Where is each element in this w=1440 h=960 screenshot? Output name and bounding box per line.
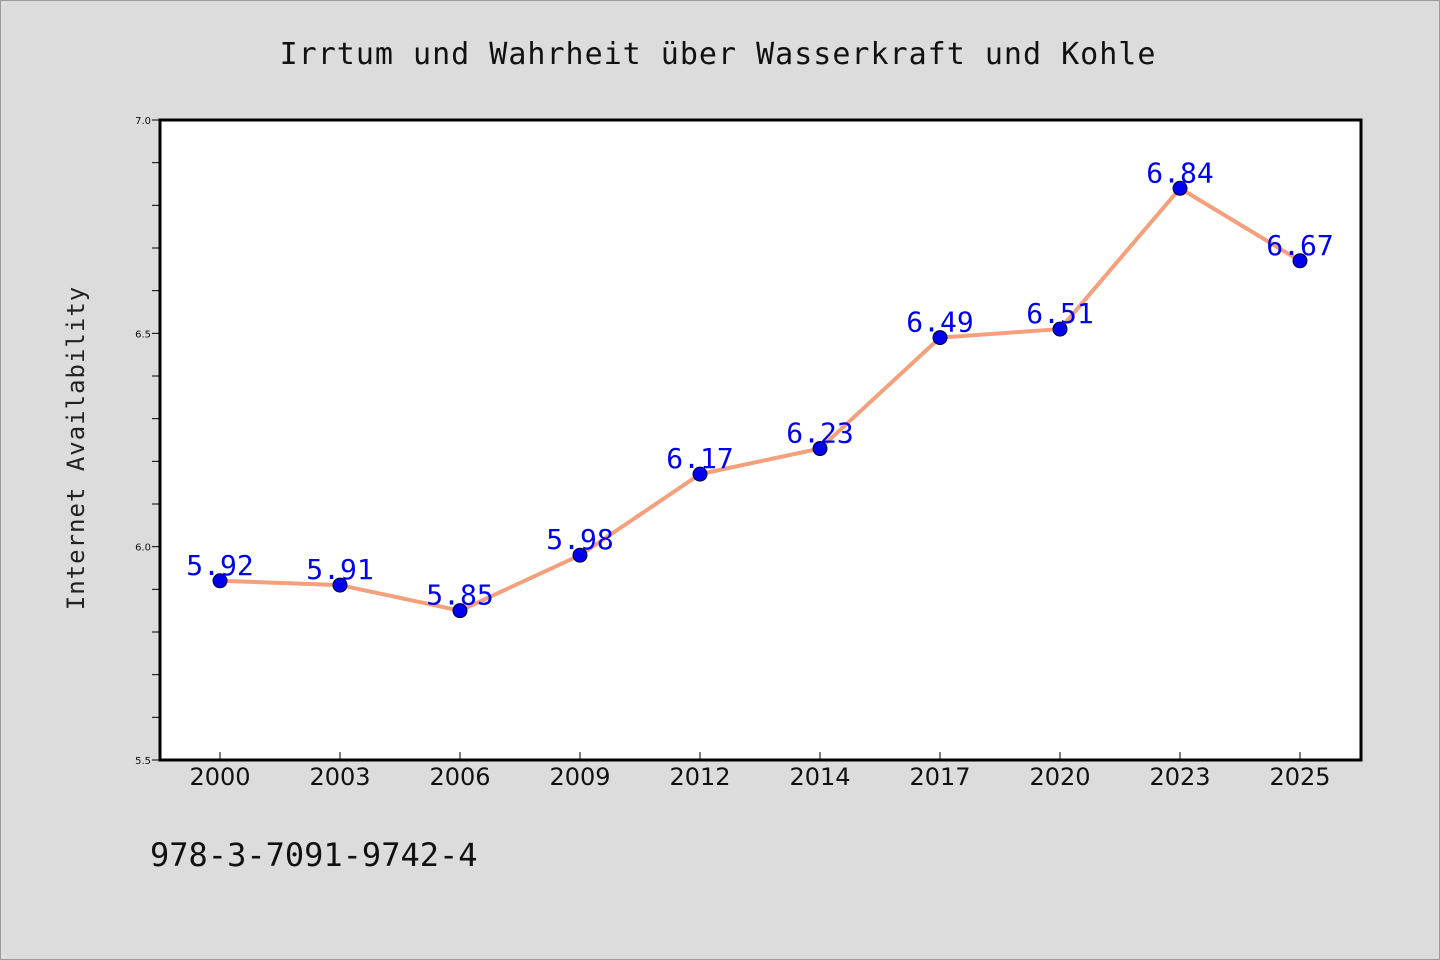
x-tick-label: 2003 [309,763,370,791]
x-tick-label: 2020 [1029,763,1090,791]
x-tick-label: 2017 [909,763,970,791]
data-point [452,603,468,619]
x-axis: 2000 2003 2006 2009 2012 2014 2017 2020 2023 2025 [189,752,1331,791]
data-point [1052,321,1068,337]
data-point [1172,180,1188,196]
data-label: 6.23 [786,417,853,450]
x-tick-label: 2023 [1149,763,1210,791]
data-labels: 5.92 5.91 5.85 5.98 6.17 6.23 6.49 6.51 6.84 6.67 [186,156,1333,611]
x-tick-label: 2012 [669,763,730,791]
data-point [692,466,708,482]
plot-area [158,118,1363,762]
x-tick-label: 2000 [189,763,250,791]
data-label: 6.67 [1266,229,1333,262]
data-point [932,330,948,346]
data-label: 5.85 [426,579,493,612]
y-tick-label: 7.0 [135,116,151,127]
data-point [332,577,348,593]
data-point [572,547,588,563]
y-axis-label: Internet Availability [62,286,90,610]
data-label: 5.91 [306,553,373,586]
data-label: 6.49 [906,306,973,339]
y-tick-label: 5.5 [135,756,151,767]
y-tick-label: 6.5 [135,329,151,340]
x-tick-label: 2025 [1269,763,1330,791]
y-tick-label: 6.0 [135,543,151,554]
data-label: 6.51 [1026,297,1093,330]
series-line [219,186,1302,613]
x-tick-label: 2006 [429,763,490,791]
x-tick-label: 2009 [549,763,610,791]
data-point [212,573,228,589]
data-label: 6.84 [1146,156,1213,189]
chart-title: Irrtum und Wahrheit über Wasserkraft und… [280,37,1157,72]
data-point [1292,253,1308,269]
data-label: 5.98 [546,523,613,556]
isbn-footer: 978-3-7091-9742-4 [150,836,478,874]
series-layer [212,180,1308,619]
data-point [812,441,828,457]
data-label: 5.92 [186,549,253,582]
x-tick-label: 2014 [789,763,850,791]
y-axis: 5.5 6.0 6.5 7.0 [135,116,160,767]
data-label: 6.17 [666,442,733,475]
